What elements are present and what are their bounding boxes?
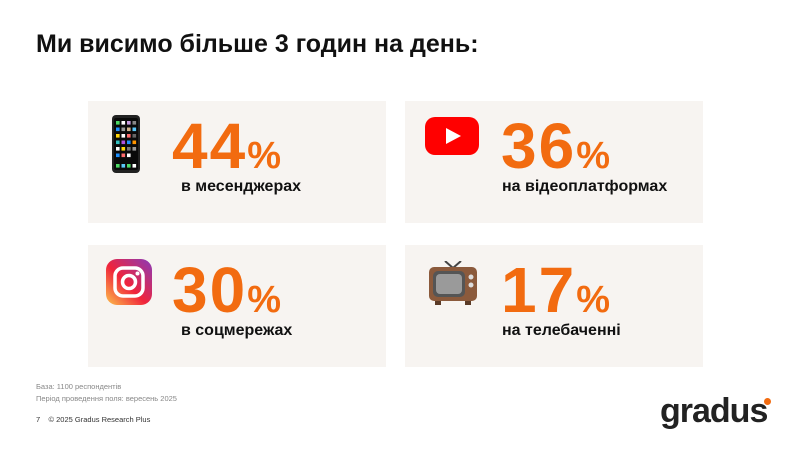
logo-dot bbox=[764, 398, 771, 405]
stat-card-messengers: 44% в месенджерах bbox=[88, 101, 386, 223]
instagram-icon bbox=[106, 259, 152, 305]
stat-card-tv: 17% на телебаченні bbox=[405, 245, 703, 367]
stat-value: 44% bbox=[172, 110, 281, 182]
stat-label: в соцмережах bbox=[181, 322, 293, 339]
stat-value: 36% bbox=[501, 110, 610, 182]
footnote-base: База: 1100 респондентів bbox=[36, 382, 122, 391]
stat-value: 17% bbox=[501, 254, 610, 326]
stat-label: в месенджерах bbox=[181, 178, 302, 195]
gradus-logo: gradus bbox=[660, 392, 768, 430]
footnote-period: Період проведення поля: вересень 2025 bbox=[36, 394, 177, 403]
slide-title: Ми висимо більше 3 годин на день: bbox=[36, 30, 479, 58]
footer-copyright: 7 © 2025 Gradus Research Plus bbox=[36, 415, 151, 424]
stat-card-social: 30% в соцмережах bbox=[88, 245, 386, 367]
stat-card-video: 36% на відеоплатформах bbox=[405, 101, 703, 223]
stat-label: на телебаченні bbox=[502, 322, 621, 339]
stat-label: на відеоплатформах bbox=[502, 178, 668, 195]
mobile-phone-icon bbox=[112, 115, 140, 173]
page-number: 7 bbox=[36, 415, 41, 424]
television-icon bbox=[429, 261, 477, 305]
stat-value: 30% bbox=[172, 254, 281, 326]
youtube-icon bbox=[425, 117, 479, 155]
